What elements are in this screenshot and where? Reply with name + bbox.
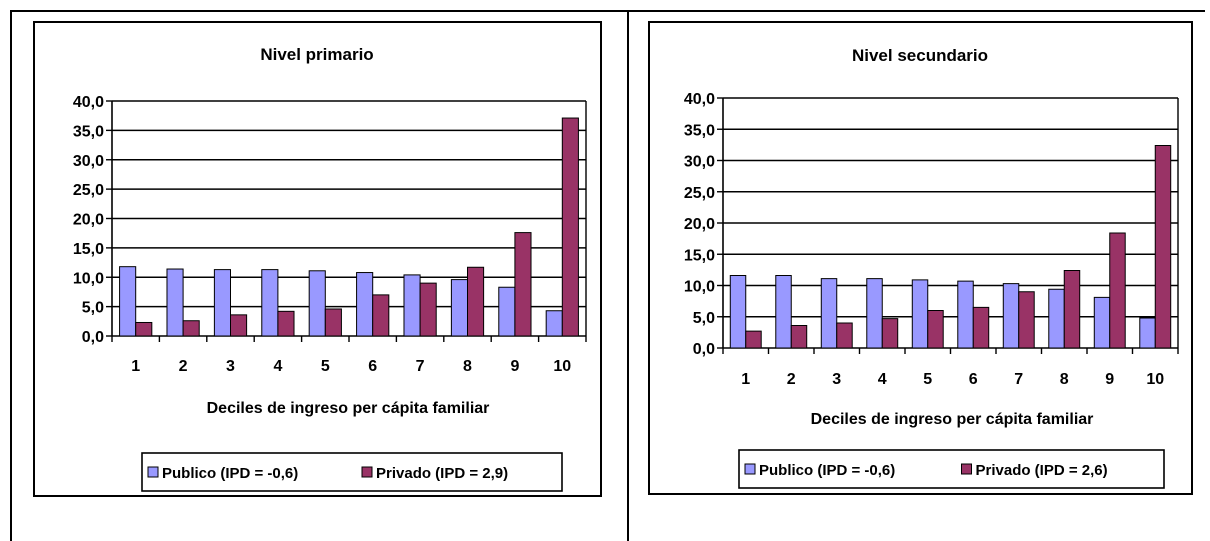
legend-swatch-publico — [744, 463, 756, 475]
bar-privado — [1154, 145, 1172, 349]
bar-publico — [1093, 296, 1111, 349]
bar-privado — [324, 308, 342, 337]
bar-publico — [356, 272, 374, 337]
x-tick-label: 7 — [416, 358, 425, 375]
bar-privado — [514, 232, 532, 337]
y-tick-label: 30,0 — [684, 154, 715, 171]
chart-svg-secundario: Nivel secundario 0,0 5,0 10,0 15,0 20,0 25,0 30… — [684, 46, 1179, 489]
bar-publico — [213, 269, 232, 337]
y-tick-label: 40,0 — [73, 94, 104, 111]
x-tick-label: 9 — [1105, 371, 1114, 388]
x-tick-label: 8 — [1060, 371, 1069, 388]
y-tick-label: 5,0 — [82, 300, 104, 317]
bar-privado — [972, 306, 990, 349]
bar-privado — [1109, 232, 1126, 349]
bar-privado — [230, 314, 248, 337]
x-tick-label: 6 — [368, 358, 377, 375]
legend-swatch-privado — [961, 463, 972, 475]
bar-privado — [467, 266, 485, 337]
y-tick-label: 20,0 — [73, 212, 104, 229]
bar-publico — [957, 280, 974, 349]
page-left-border — [10, 10, 12, 541]
bar-publico — [119, 266, 137, 337]
y-tick-label: 5,0 — [693, 310, 715, 327]
bar-publico — [498, 286, 516, 337]
bar-publico — [729, 275, 747, 349]
x-tick-label: 5 — [321, 358, 330, 375]
page-divider — [627, 10, 629, 541]
chart-title: Nivel primario — [260, 45, 373, 64]
chart-svg-primario: Nivel primario 0,0 5,0 10,0 15,0 20,0 25,0 30,0… — [73, 45, 587, 492]
legend-label-publico: Publico (IPD = -0,6) — [162, 465, 298, 482]
x-tick-label: 4 — [878, 371, 887, 388]
x-tick-label: 5 — [923, 371, 932, 388]
bar-publico — [166, 268, 184, 337]
x-axis-label: Deciles de ingreso per cápita familiar — [811, 411, 1094, 428]
legend-box — [141, 452, 563, 492]
bar-privado — [836, 322, 853, 349]
bar-privado — [182, 320, 200, 337]
y-tick-label: 35,0 — [73, 123, 104, 140]
legend-label-privado: Privado (IPD = 2,9) — [376, 465, 508, 482]
bar-publico — [1002, 283, 1020, 349]
x-tick-label: 1 — [741, 371, 750, 388]
x-tick-label: 8 — [463, 358, 472, 375]
x-tick-label: 3 — [226, 358, 235, 375]
x-tick-label: 9 — [510, 358, 519, 375]
bar-privado — [881, 318, 899, 349]
bar-publico — [1139, 317, 1156, 349]
x-tick-label: 1 — [131, 358, 140, 375]
bar-privado — [927, 310, 944, 349]
bar-privado — [561, 117, 579, 337]
y-tick-label: 35,0 — [684, 122, 715, 139]
bar-privado — [277, 310, 295, 337]
bar-publico — [308, 270, 326, 337]
bar-publico — [820, 278, 838, 349]
chart-nivel-secundario: Nivel secundario 0,0 5,0 10,0 15,0 20,0 25,0 30… — [648, 21, 1193, 495]
y-tick-label: 0,0 — [693, 341, 715, 358]
y-tick-label: 20,0 — [684, 216, 715, 233]
x-tick-label: 4 — [273, 358, 282, 375]
chart-nivel-primario: Nivel primario 0,0 5,0 10,0 15,0 20,0 25,0 30,0… — [33, 21, 602, 497]
y-tick-label: 10,0 — [684, 279, 715, 296]
x-tick-label: 6 — [969, 371, 978, 388]
legend-swatch-publico — [147, 466, 159, 478]
x-tick-label: 10 — [1146, 371, 1164, 388]
bar-privado — [1018, 291, 1035, 349]
bar-privado — [419, 282, 437, 337]
x-tick-label: 2 — [787, 371, 796, 388]
x-tick-label: 3 — [832, 371, 841, 388]
page-top-border — [10, 10, 1205, 12]
bar-privado — [1063, 270, 1081, 349]
bar-publico — [545, 310, 563, 337]
legend-label-publico: Publico (IPD = -0,6) — [759, 462, 895, 479]
bar-publico — [775, 275, 792, 349]
y-tick-label: 10,0 — [73, 270, 104, 287]
legend-box — [738, 449, 1165, 489]
legend-label-privado: Privado (IPD = 2,6) — [976, 462, 1108, 479]
bar-privado — [790, 325, 808, 349]
y-tick-label: 25,0 — [684, 185, 715, 202]
bar-privado — [745, 330, 762, 349]
y-tick-label: 25,0 — [73, 182, 104, 199]
bar-publico — [403, 274, 421, 337]
chart-title: Nivel secundario — [852, 46, 988, 65]
x-axis-label: Deciles de ingreso per cápita familiar — [207, 400, 490, 417]
x-tick-label: 7 — [1014, 371, 1023, 388]
y-tick-label: 15,0 — [73, 241, 104, 258]
bar-publico — [450, 279, 469, 337]
bar-publico — [1048, 288, 1065, 349]
y-tick-label: 30,0 — [73, 153, 104, 170]
y-tick-label: 0,0 — [82, 329, 104, 346]
y-tick-label: 40,0 — [684, 91, 715, 108]
y-tick-label: 15,0 — [684, 247, 715, 264]
bar-privado — [135, 321, 153, 337]
bar-publico — [261, 269, 279, 337]
x-tick-label: 2 — [179, 358, 188, 375]
legend-swatch-privado — [361, 466, 373, 478]
bar-publico — [911, 279, 929, 349]
bar-privado — [372, 294, 390, 337]
x-tick-label: 10 — [553, 358, 571, 375]
bar-publico — [866, 278, 883, 349]
